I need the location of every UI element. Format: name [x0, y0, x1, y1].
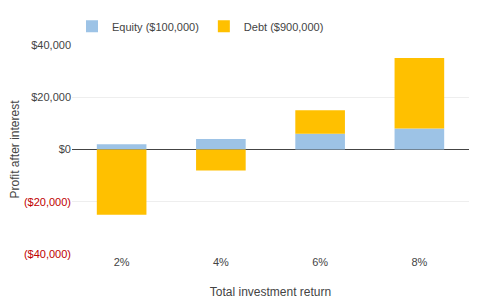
svg-text:$20,000: $20,000	[31, 91, 71, 103]
svg-text:6%: 6%	[312, 256, 328, 268]
svg-text:($20,000): ($20,000)	[24, 196, 71, 208]
svg-text:$40,000: $40,000	[31, 39, 71, 51]
svg-text:2%: 2%	[114, 256, 130, 268]
svg-text:Equity ($100,000): Equity ($100,000)	[112, 21, 199, 33]
svg-text:$0: $0	[59, 143, 71, 155]
svg-text:Debt ($900,000): Debt ($900,000)	[244, 21, 324, 33]
svg-text:Profit after interest: Profit after interest	[8, 100, 22, 199]
svg-text:($40,000): ($40,000)	[24, 248, 71, 260]
svg-text:8%: 8%	[411, 256, 427, 268]
svg-text:Total investment return: Total investment return	[210, 285, 331, 299]
svg-text:4%: 4%	[213, 256, 229, 268]
